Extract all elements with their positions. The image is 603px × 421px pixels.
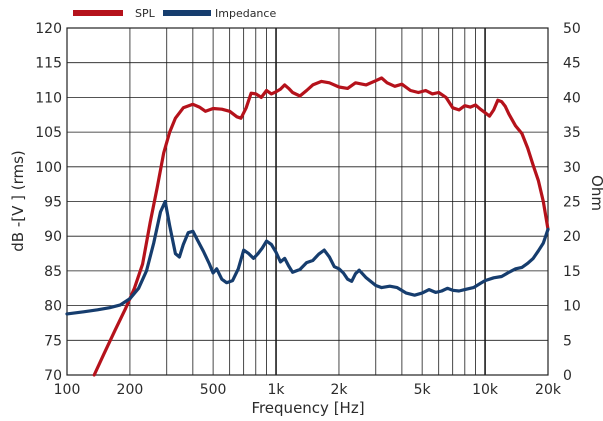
legend-label-spl: SPL bbox=[135, 7, 156, 20]
x-tick-label: 10k bbox=[472, 382, 499, 398]
left-y-axis-label: dB -[V ] (rms) bbox=[9, 150, 27, 252]
right-y-axis-label: Ohm bbox=[588, 175, 603, 211]
left-y-tick-labels: 70 75 80 85 90 95 100 105 110 115 120 bbox=[35, 21, 62, 384]
left-y-tick-label: 120 bbox=[35, 21, 62, 37]
x-axis-label: Frequency [Hz] bbox=[251, 399, 364, 417]
left-y-tick-label: 75 bbox=[44, 333, 62, 349]
left-y-tick-label: 100 bbox=[35, 160, 62, 176]
legend-swatch-impedance bbox=[163, 10, 211, 16]
left-y-tick-label: 115 bbox=[35, 56, 62, 72]
legend: SPL Impedance bbox=[73, 7, 276, 20]
impedance-line bbox=[65, 199, 550, 316]
x-tick-label: 5k bbox=[414, 382, 432, 398]
series-layer bbox=[65, 76, 550, 377]
right-y-tick-label: 5 bbox=[563, 333, 572, 349]
right-y-tick-label: 35 bbox=[563, 125, 581, 141]
x-tick-label: 20k bbox=[535, 382, 562, 398]
right-y-tick-label: 10 bbox=[563, 299, 581, 315]
right-y-tick-label: 40 bbox=[563, 90, 581, 106]
legend-label-impedance: Impedance bbox=[215, 7, 276, 20]
right-y-tick-label: 15 bbox=[563, 264, 581, 280]
x-tick-label: 500 bbox=[200, 382, 227, 398]
left-y-tick-label: 105 bbox=[35, 125, 62, 141]
left-y-tick-label: 70 bbox=[44, 368, 62, 384]
x-tick-label: 200 bbox=[117, 382, 144, 398]
right-y-tick-labels: 0 5 10 15 20 25 30 35 40 45 50 bbox=[563, 21, 581, 384]
left-y-tick-label: 95 bbox=[44, 195, 62, 211]
x-tick-label: 2k bbox=[330, 382, 348, 398]
x-tick-label: 1k bbox=[268, 382, 286, 398]
right-y-tick-label: 30 bbox=[563, 160, 581, 176]
right-y-tick-label: 45 bbox=[563, 56, 581, 72]
legend-swatch-spl bbox=[73, 10, 123, 16]
right-y-tick-label: 25 bbox=[563, 195, 581, 211]
left-y-tick-label: 90 bbox=[44, 229, 62, 245]
x-tick-labels: 100 200 500 1k 2k 5k 10k 20k bbox=[54, 382, 562, 398]
left-y-tick-label: 110 bbox=[35, 90, 62, 106]
right-y-tick-label: 50 bbox=[563, 21, 581, 37]
x-tick-label: 100 bbox=[54, 382, 81, 398]
left-y-tick-label: 80 bbox=[44, 299, 62, 315]
spl-line bbox=[92, 76, 550, 377]
right-y-tick-label: 0 bbox=[563, 368, 572, 384]
right-y-tick-label: 20 bbox=[563, 229, 581, 245]
left-y-tick-label: 85 bbox=[44, 264, 62, 280]
plot-frame bbox=[66, 27, 549, 376]
